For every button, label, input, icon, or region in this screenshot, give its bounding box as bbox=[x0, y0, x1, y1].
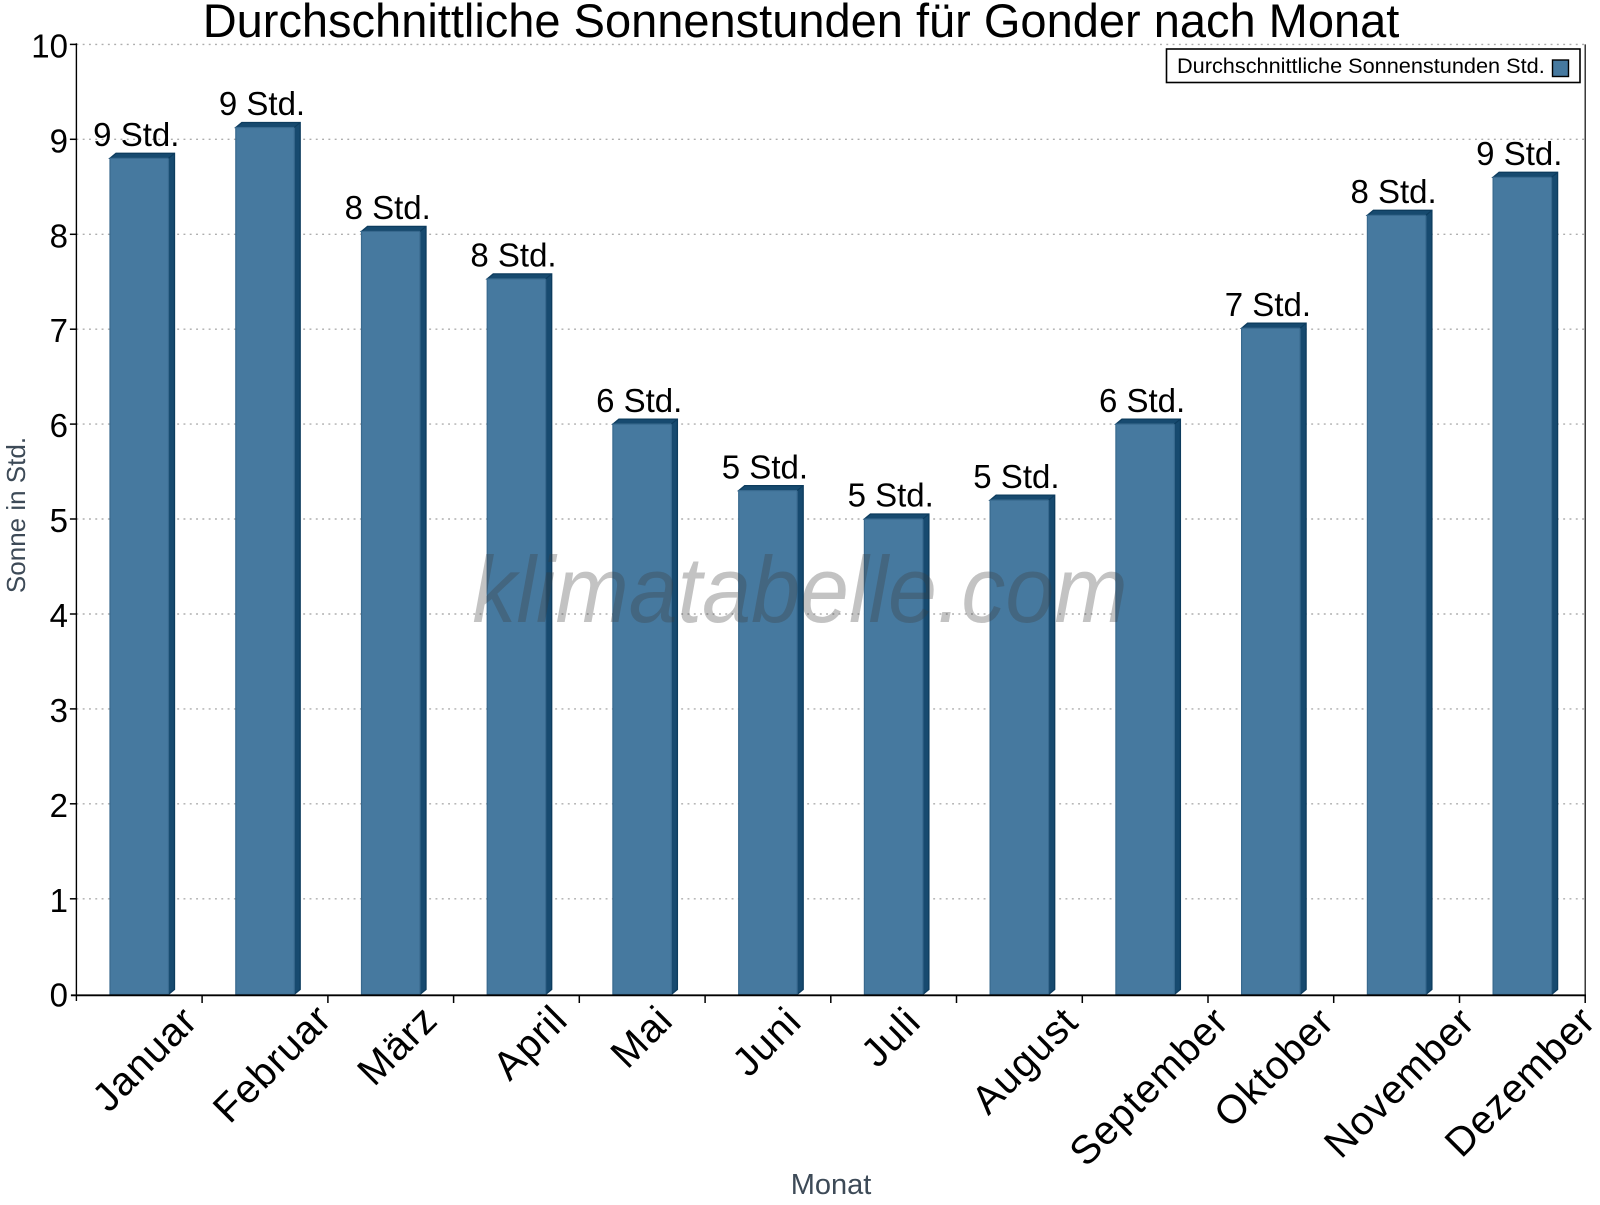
svg-text:1: 1 bbox=[50, 882, 68, 919]
svg-text:8 Std.: 8 Std. bbox=[1350, 173, 1436, 210]
svg-text:5: 5 bbox=[50, 502, 68, 539]
svg-text:5 Std.: 5 Std. bbox=[848, 477, 934, 514]
svg-text:6 Std.: 6 Std. bbox=[1099, 382, 1185, 419]
svg-text:8: 8 bbox=[50, 217, 68, 254]
svg-text:9 Std.: 9 Std. bbox=[1476, 135, 1562, 172]
svg-text:10: 10 bbox=[31, 27, 68, 64]
svg-text:2: 2 bbox=[50, 787, 68, 824]
svg-text:3: 3 bbox=[50, 692, 68, 729]
svg-text:Durchschnittliche Sonnenstunde: Durchschnittliche Sonnenstunden für Gond… bbox=[203, 0, 1400, 47]
svg-text:7: 7 bbox=[50, 312, 68, 349]
svg-text:9 Std.: 9 Std. bbox=[219, 85, 305, 122]
svg-text:Monat: Monat bbox=[791, 1169, 872, 1200]
svg-text:Sonne in Std.: Sonne in Std. bbox=[1, 437, 31, 593]
svg-text:9: 9 bbox=[50, 122, 68, 159]
svg-text:5 Std.: 5 Std. bbox=[973, 458, 1059, 495]
svg-text:Durchschnittliche Sonnenstunde: Durchschnittliche Sonnenstunden Std. bbox=[1177, 53, 1545, 78]
svg-text:6: 6 bbox=[50, 407, 68, 444]
svg-text:6 Std.: 6 Std. bbox=[596, 382, 682, 419]
svg-text:7 Std.: 7 Std. bbox=[1225, 286, 1311, 323]
svg-text:4: 4 bbox=[50, 597, 68, 634]
svg-text:5 Std.: 5 Std. bbox=[722, 448, 808, 485]
svg-text:0: 0 bbox=[50, 977, 68, 1014]
svg-text:8 Std.: 8 Std. bbox=[470, 237, 556, 274]
svg-text:klimatabelle.com: klimatabelle.com bbox=[472, 538, 1127, 642]
svg-text:8 Std.: 8 Std. bbox=[345, 189, 431, 226]
svg-text:9 Std.: 9 Std. bbox=[93, 116, 179, 153]
